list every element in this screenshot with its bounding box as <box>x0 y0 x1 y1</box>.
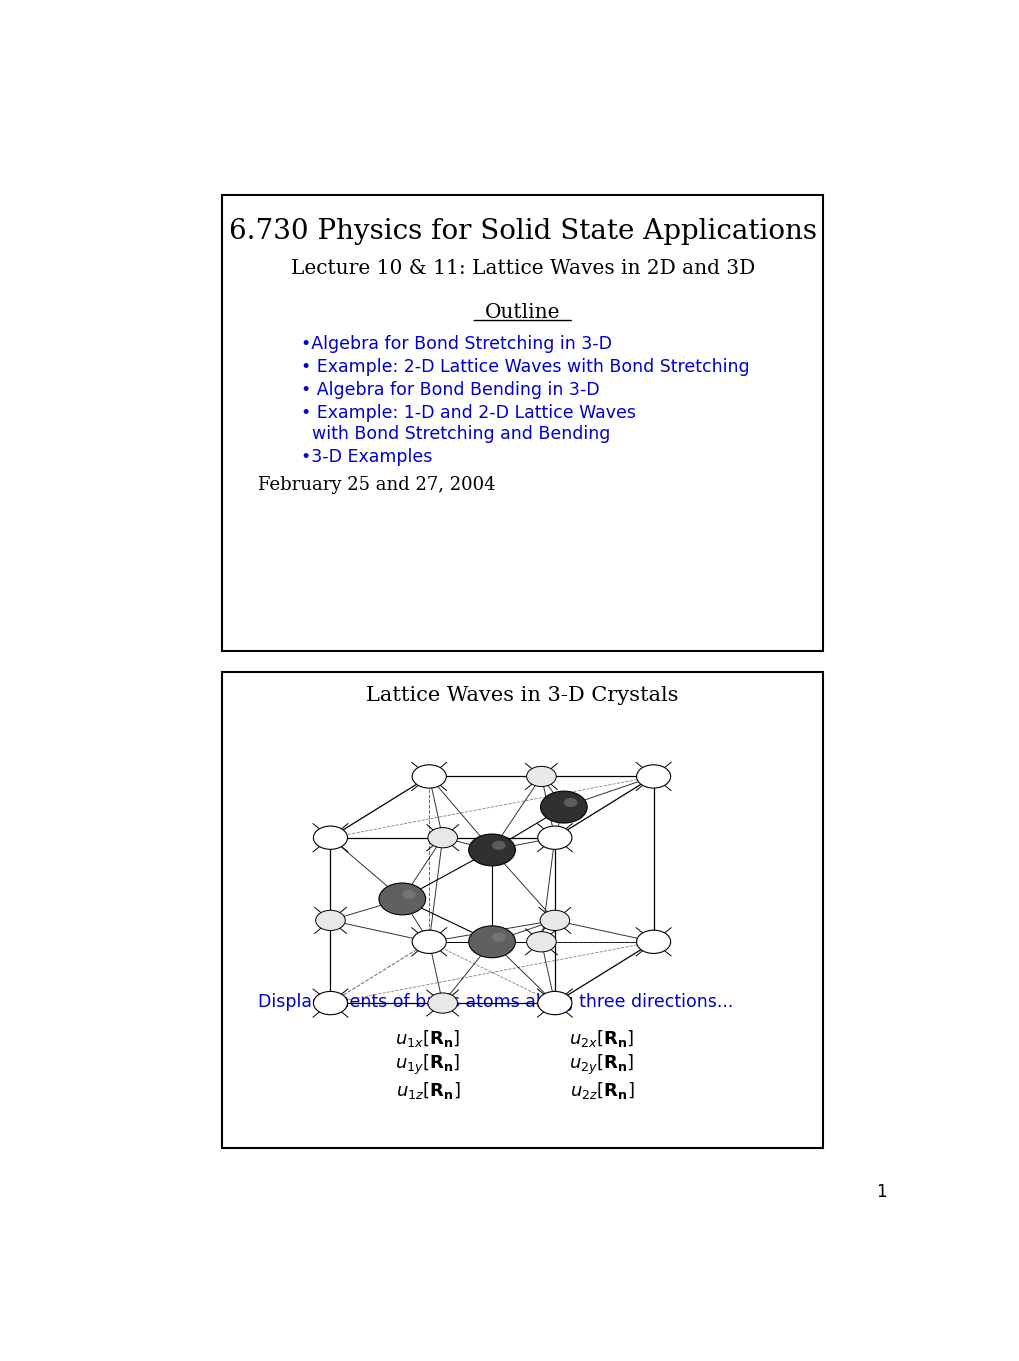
Circle shape <box>412 765 446 788</box>
Circle shape <box>564 798 577 807</box>
Text: • Example: 1-D and 2-D Lattice Waves: • Example: 1-D and 2-D Lattice Waves <box>302 404 636 422</box>
Circle shape <box>313 826 347 849</box>
Circle shape <box>636 765 671 788</box>
Bar <box>222 671 822 1149</box>
Text: $u_{2z}[\mathbf{R_n}]$: $u_{2z}[\mathbf{R_n}]$ <box>569 1081 634 1101</box>
Text: $u_{1z}[\mathbf{R_n}]$: $u_{1z}[\mathbf{R_n}]$ <box>395 1081 460 1101</box>
Text: $u_{2y}[\mathbf{R_n}]$: $u_{2y}[\mathbf{R_n}]$ <box>569 1052 634 1077</box>
Circle shape <box>315 911 345 931</box>
Circle shape <box>427 827 458 848</box>
Circle shape <box>537 826 572 849</box>
Text: •3-D Examples: •3-D Examples <box>302 448 432 465</box>
Circle shape <box>379 883 425 915</box>
Circle shape <box>491 932 505 942</box>
Text: • Example: 2-D Lattice Waves with Bond Stretching: • Example: 2-D Lattice Waves with Bond S… <box>302 358 749 376</box>
Text: February 25 and 27, 2004: February 25 and 27, 2004 <box>258 476 495 494</box>
Circle shape <box>636 930 671 954</box>
Text: $u_{2x}[\mathbf{R_n}]$: $u_{2x}[\mathbf{R_n}]$ <box>569 1028 634 1049</box>
Circle shape <box>401 890 416 900</box>
Circle shape <box>491 841 505 849</box>
Text: • Algebra for Bond Bending in 3-D: • Algebra for Bond Bending in 3-D <box>302 381 599 399</box>
Circle shape <box>469 925 515 958</box>
Text: Lecture 10 & 11: Lattice Waves in 2D and 3D: Lecture 10 & 11: Lattice Waves in 2D and… <box>290 259 754 278</box>
Text: Outline: Outline <box>484 302 560 321</box>
Circle shape <box>537 991 572 1015</box>
Text: 6.730 Physics for Solid State Applications: 6.730 Physics for Solid State Applicatio… <box>228 218 816 245</box>
Text: Displacements of basis atoms along three directions...: Displacements of basis atoms along three… <box>258 992 733 1011</box>
Bar <box>222 195 822 651</box>
Text: $u_{1x}[\mathbf{R_n}]$: $u_{1x}[\mathbf{R_n}]$ <box>394 1028 461 1049</box>
Text: •Algebra for Bond Stretching in 3-D: •Algebra for Bond Stretching in 3-D <box>302 335 611 352</box>
Circle shape <box>539 911 570 931</box>
Text: 1: 1 <box>875 1184 886 1202</box>
Circle shape <box>427 994 458 1013</box>
Circle shape <box>526 766 555 787</box>
Circle shape <box>469 834 515 866</box>
Circle shape <box>526 932 555 951</box>
Circle shape <box>313 991 347 1015</box>
Text: $u_{1y}[\mathbf{R_n}]$: $u_{1y}[\mathbf{R_n}]$ <box>394 1052 461 1077</box>
Circle shape <box>540 791 587 823</box>
Text: Lattice Waves in 3-D Crystals: Lattice Waves in 3-D Crystals <box>366 686 679 705</box>
Circle shape <box>412 930 446 954</box>
Text: with Bond Stretching and Bending: with Bond Stretching and Bending <box>302 425 610 442</box>
